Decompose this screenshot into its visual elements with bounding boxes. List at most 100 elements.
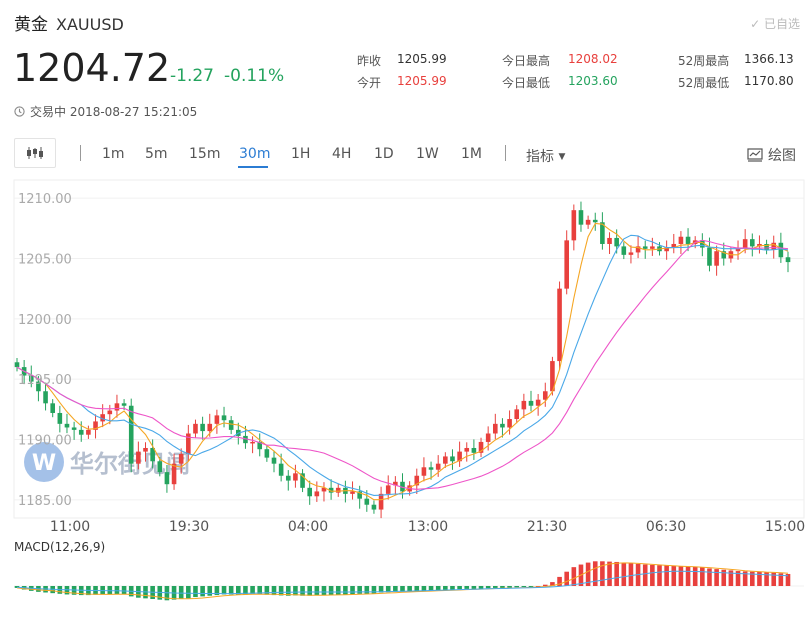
timeframe-tab-15m[interactable]: 15m — [189, 146, 221, 162]
timeframe-tab-1W[interactable]: 1W — [416, 146, 439, 162]
macd-bar — [764, 572, 769, 586]
x-axis-ticks: 11:00 19:30 04:00 13:00 21:30 06:30 15:00 — [50, 519, 805, 535]
candle — [493, 413, 498, 440]
candle — [671, 233, 677, 254]
candle — [214, 409, 220, 434]
macd-bar — [514, 586, 520, 588]
x-tick-label: 13:00 — [408, 519, 448, 535]
candle — [143, 442, 148, 462]
macd-bar — [385, 586, 391, 593]
macd-bar — [193, 586, 198, 598]
stat-label: 今日最低 — [502, 76, 551, 90]
candle — [757, 235, 762, 254]
candle — [157, 457, 163, 477]
macd-bar — [200, 586, 205, 597]
candle — [443, 452, 448, 468]
candle — [535, 394, 541, 416]
timeframe-tab-30m[interactable]: 30m — [239, 146, 271, 162]
draw-button[interactable]: 绘图 — [747, 145, 796, 165]
y-axis-ticks: 1210.00 1205.00 1200.00 1195.00 1190.00 1185.… — [18, 192, 72, 509]
macd-bar — [250, 586, 255, 595]
timeframe-tab-1m[interactable]: 1m — [102, 146, 125, 162]
candle — [578, 201, 584, 232]
macd-bar — [278, 586, 284, 596]
macd-bar — [300, 586, 305, 596]
candle — [714, 245, 719, 276]
candles — [14, 201, 791, 519]
candle — [464, 442, 470, 462]
macd-bar — [464, 586, 470, 589]
candle — [28, 365, 34, 388]
x-tick-label: 06:30 — [646, 519, 686, 535]
macd-bar — [721, 569, 727, 586]
candle — [621, 242, 627, 260]
trading-status-text: 交易中 2018-08-27 15:21:05 — [30, 105, 198, 119]
macd-bar — [685, 566, 691, 586]
macd-bar — [364, 586, 370, 594]
trading-status: 交易中 2018-08-27 15:21:05 — [14, 103, 197, 120]
candle — [650, 237, 655, 256]
candle — [664, 240, 669, 260]
chart-type-button[interactable] — [14, 138, 56, 168]
macd-bar — [542, 584, 548, 586]
candle — [64, 413, 70, 434]
candle — [328, 479, 334, 500]
candle — [507, 410, 512, 435]
macd-bar — [450, 586, 455, 590]
macd-bar — [236, 586, 241, 595]
macd-bar — [178, 586, 184, 599]
stat-value: 1366.13 — [744, 52, 794, 66]
macd-bar — [700, 567, 705, 586]
candle — [421, 457, 427, 482]
candle — [250, 436, 255, 454]
candle — [600, 212, 605, 250]
candle — [378, 486, 384, 519]
timeframe-tab-1M[interactable]: 1M — [461, 146, 482, 162]
macd-bar — [592, 561, 598, 586]
macd-bar — [471, 586, 477, 589]
timeframe-tab-1H[interactable]: 1H — [291, 146, 311, 162]
macd-bar — [228, 586, 234, 595]
candle — [335, 483, 341, 497]
candle — [385, 475, 391, 500]
x-tick-label: 15:00 — [765, 519, 805, 535]
stat-label: 昨收 — [357, 54, 382, 68]
ma20-line — [16, 239, 789, 490]
macd-bar — [714, 569, 719, 586]
candle — [128, 398, 134, 473]
macd-bar — [671, 565, 677, 586]
candle — [542, 382, 548, 407]
macd-bar — [728, 570, 734, 586]
indicator-dropdown[interactable]: 指标 ▼ — [526, 146, 565, 166]
watchlist-added-toggle[interactable]: ✓ 已自选 — [750, 15, 800, 32]
timeframe-tab-5m[interactable]: 5m — [145, 146, 168, 162]
macd-label: MACD(12,26,9) — [14, 540, 105, 554]
stat-label: 52周最高 — [678, 54, 730, 68]
timeframe-tab-4H[interactable]: 4H — [332, 146, 352, 162]
macd-bar — [114, 586, 120, 595]
macd-bar — [550, 582, 555, 586]
macd-bar — [400, 586, 405, 592]
macd-bar — [485, 586, 491, 589]
macd-bar — [378, 586, 384, 593]
candle — [14, 358, 20, 372]
macd-bar — [571, 567, 577, 586]
macd-bar — [293, 586, 298, 596]
x-tick-label: 19:30 — [169, 519, 209, 535]
macd-bar — [393, 586, 398, 592]
candle — [300, 469, 305, 493]
y-tick-label: 1190.00 — [18, 434, 72, 449]
macd-bar — [257, 586, 263, 595]
draw-chart-icon — [747, 148, 763, 162]
check-icon: ✓ — [750, 17, 761, 31]
change-value: -1.27 — [170, 66, 214, 86]
candle — [136, 441, 141, 470]
macd-bar — [335, 586, 341, 595]
candle — [607, 232, 612, 254]
candle — [707, 237, 712, 272]
macd-bar — [121, 586, 127, 595]
macd-bar — [186, 586, 191, 599]
macd-bar — [785, 573, 791, 586]
timeframe-tab-1D[interactable]: 1D — [374, 146, 394, 162]
